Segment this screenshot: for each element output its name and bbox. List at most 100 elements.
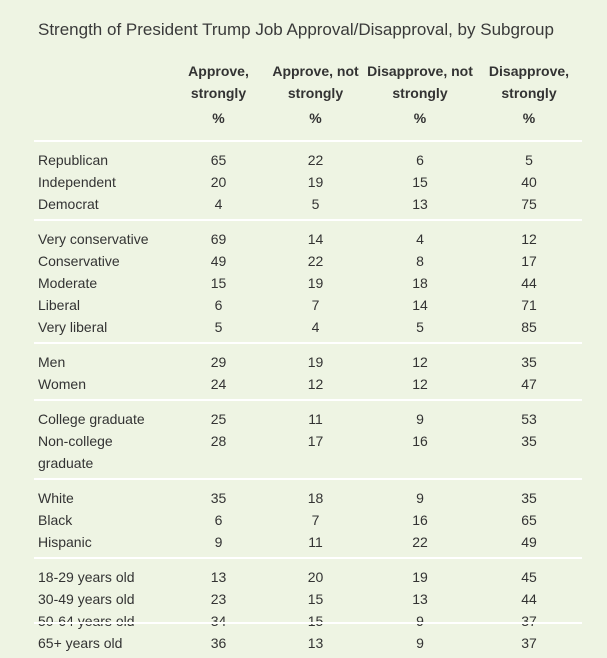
- cell-value: 6: [214, 297, 223, 313]
- header-label-spacer: [34, 58, 170, 104]
- unit-label: %: [413, 110, 427, 126]
- cell-value: 22: [412, 534, 428, 550]
- cell-value: 65: [521, 512, 537, 528]
- row-label: 65+ years old: [38, 635, 123, 651]
- column-header-line: Disapprove,: [488, 63, 570, 79]
- cell-value: 12: [476, 219, 582, 250]
- cell-value: 29: [170, 342, 267, 373]
- table-row: Independent 20 19 15 40: [34, 171, 582, 193]
- unit-label: %: [522, 110, 536, 126]
- cell-value: 13: [412, 591, 428, 607]
- row-label: Men: [34, 342, 170, 373]
- row-label: Conservative: [38, 253, 120, 269]
- row-label: 30-49 years old: [38, 591, 135, 607]
- table-row: Very liberal 5 4 5 85: [34, 316, 582, 343]
- cell-value: 16: [412, 433, 428, 449]
- row-label: Democrat: [38, 196, 99, 212]
- table-row: Men 29 19 12 35: [34, 342, 582, 373]
- header-row: Approve, strongly Approve, not strongly Di…: [34, 58, 582, 104]
- row-label: Republican: [34, 140, 170, 171]
- column-header-line: Disapprove, not: [367, 63, 473, 79]
- table-row: Black 6 7 16 65: [34, 509, 582, 531]
- cell-value: 14: [412, 297, 428, 313]
- cell-value: 17: [521, 253, 537, 269]
- cell-value: 13: [170, 557, 267, 588]
- cell-value: 8: [416, 253, 424, 269]
- column-header-disapprove-strongly: Disapprove, strongly: [476, 58, 582, 104]
- cell-value: 9: [364, 399, 476, 430]
- cell-value: 35: [476, 478, 582, 509]
- table-row: Hispanic 9 11 22 49: [34, 531, 582, 558]
- column-header-line: Approve, not: [272, 63, 359, 79]
- row-label: 50-64 years old: [38, 613, 135, 629]
- cell-value: 6: [364, 140, 476, 171]
- cell-value: 11: [308, 534, 323, 550]
- cell-value: 7: [311, 297, 320, 313]
- table-row: Non-college graduate 28 17 16 35: [34, 430, 582, 479]
- cell-value: 15: [210, 275, 227, 291]
- table-row: Moderate 15 19 18 44: [34, 272, 582, 294]
- chart-title: Strength of President Trump Job Approval…: [38, 20, 554, 39]
- cell-value: 4: [214, 196, 223, 212]
- column-header-line: strongly: [392, 85, 448, 101]
- cell-value: 85: [521, 319, 537, 335]
- row-label: Independent: [38, 174, 116, 190]
- cell-value: 20: [210, 174, 227, 190]
- cell-value: 9: [416, 635, 424, 651]
- cell-value: 15: [307, 591, 324, 607]
- column-header-line: strongly: [287, 85, 344, 101]
- cell-value: 9: [364, 478, 476, 509]
- table-row: College graduate 25 11 9 53: [34, 399, 582, 430]
- unit-label: %: [212, 110, 225, 126]
- cell-value: 12: [412, 376, 428, 392]
- cell-value: 44: [521, 275, 537, 291]
- cell-value: 45: [476, 557, 582, 588]
- cell-value: 17: [307, 433, 324, 449]
- cell-value: 14: [267, 219, 364, 250]
- cell-value: 15: [307, 613, 324, 629]
- cell-value: 4: [311, 319, 320, 335]
- cell-value: 71: [521, 297, 537, 313]
- cell-value: 15: [412, 174, 428, 190]
- cell-value: 40: [521, 174, 537, 190]
- cell-value: 75: [521, 196, 537, 212]
- cell-value: 69: [170, 219, 267, 250]
- cell-value: 35: [170, 478, 267, 509]
- cell-value: 7: [311, 512, 320, 528]
- approval-table: Approve, strongly Approve, not strongly Di…: [34, 58, 582, 658]
- cell-value: 35: [521, 433, 537, 449]
- row-label: Very liberal: [38, 319, 108, 335]
- cell-value: 13: [307, 635, 324, 651]
- cell-value: 5: [416, 319, 424, 335]
- table-row: 50-64 years old 34 15 9 37: [34, 610, 582, 632]
- row-label: Women: [38, 376, 86, 392]
- cell-value: 12: [364, 342, 476, 373]
- row-label: Liberal: [38, 297, 81, 313]
- row-label: Black: [38, 512, 73, 528]
- cell-value: 20: [267, 557, 364, 588]
- cell-value: 35: [476, 342, 582, 373]
- cell-value: 22: [307, 253, 324, 269]
- cell-value: 49: [210, 253, 227, 269]
- cell-value: 65: [170, 140, 267, 171]
- cell-value: 12: [307, 376, 324, 392]
- row-label: White: [34, 478, 170, 509]
- table-row: 30-49 years old 23 15 13 44: [34, 588, 582, 610]
- table-row: 18-29 years old 13 20 19 45: [34, 557, 582, 588]
- cell-value: 5: [311, 196, 320, 212]
- cell-value: 19: [364, 557, 476, 588]
- cell-value: 19: [267, 342, 364, 373]
- cell-value: 37: [521, 635, 537, 651]
- table-row: Women 24 12 12 47: [34, 373, 582, 400]
- cell-value: 44: [521, 591, 537, 607]
- row-label: 18-29 years old: [34, 557, 170, 588]
- unit-row: % % % %: [34, 104, 582, 141]
- unit-label: %: [309, 110, 322, 126]
- cell-value: 25: [170, 399, 267, 430]
- row-label: Hispanic: [38, 534, 92, 550]
- cell-value: 28: [210, 433, 227, 449]
- cell-value: 53: [476, 399, 582, 430]
- cell-value: 22: [267, 140, 364, 171]
- cell-value: 18: [412, 275, 428, 291]
- cell-value: 18: [267, 478, 364, 509]
